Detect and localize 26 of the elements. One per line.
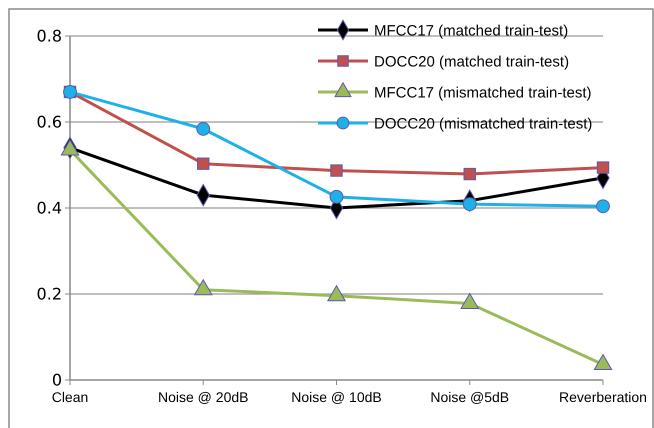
point (464, 168, 476, 180)
x-tick-label: Clean (52, 389, 88, 405)
point (596, 161, 610, 174)
legend-label: DOCC20 (mismatched train-test) (374, 115, 592, 132)
x-tick-label: Noise @ 20dB (158, 389, 248, 405)
point (462, 197, 477, 212)
legend-label: MFCC17 (matched train-test) (374, 22, 568, 40)
y-tick-label: 0 (52, 370, 62, 390)
point (330, 190, 344, 204)
point (460, 292, 479, 309)
x-tick-label: Noise @ 10dB (291, 389, 382, 405)
point (194, 279, 212, 296)
legend-label: MFCC17 (mismatched train-test) (374, 84, 592, 102)
point (594, 354, 612, 370)
y-tick-label: 0.8 (36, 26, 62, 46)
point (596, 199, 610, 214)
y-tick-label: 0.2 (36, 284, 62, 304)
y-tick-label: 0.4 (36, 198, 62, 218)
point (196, 122, 210, 136)
point (197, 158, 210, 170)
point (330, 164, 343, 177)
legend-label: DOCC20 (matched train-test) (374, 53, 570, 70)
point (327, 285, 346, 302)
x-tick-label: Reverberation (559, 389, 647, 405)
x-tick-label: Noise @5dB (430, 389, 510, 405)
y-tick-label: 0.6 (36, 112, 62, 132)
